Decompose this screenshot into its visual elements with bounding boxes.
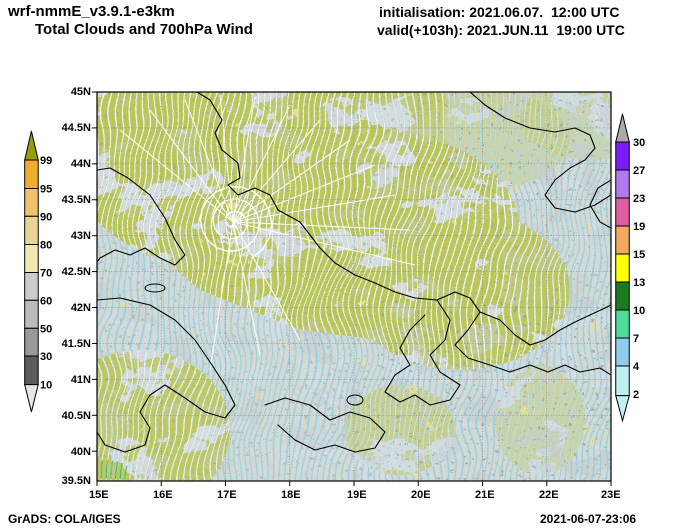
svg-text:90: 90 <box>40 211 52 223</box>
svg-text:50: 50 <box>40 323 52 335</box>
svg-text:30: 30 <box>633 137 645 149</box>
svg-text:27: 27 <box>633 165 645 177</box>
svg-text:4: 4 <box>633 361 640 373</box>
svg-text:23: 23 <box>633 193 645 205</box>
svg-text:7: 7 <box>633 333 639 345</box>
svg-text:13: 13 <box>633 277 645 289</box>
svg-text:15: 15 <box>633 249 645 261</box>
svg-text:10: 10 <box>633 305 645 317</box>
svg-text:30: 30 <box>40 351 52 363</box>
svg-text:2: 2 <box>633 389 639 401</box>
svg-text:19: 19 <box>633 221 645 233</box>
